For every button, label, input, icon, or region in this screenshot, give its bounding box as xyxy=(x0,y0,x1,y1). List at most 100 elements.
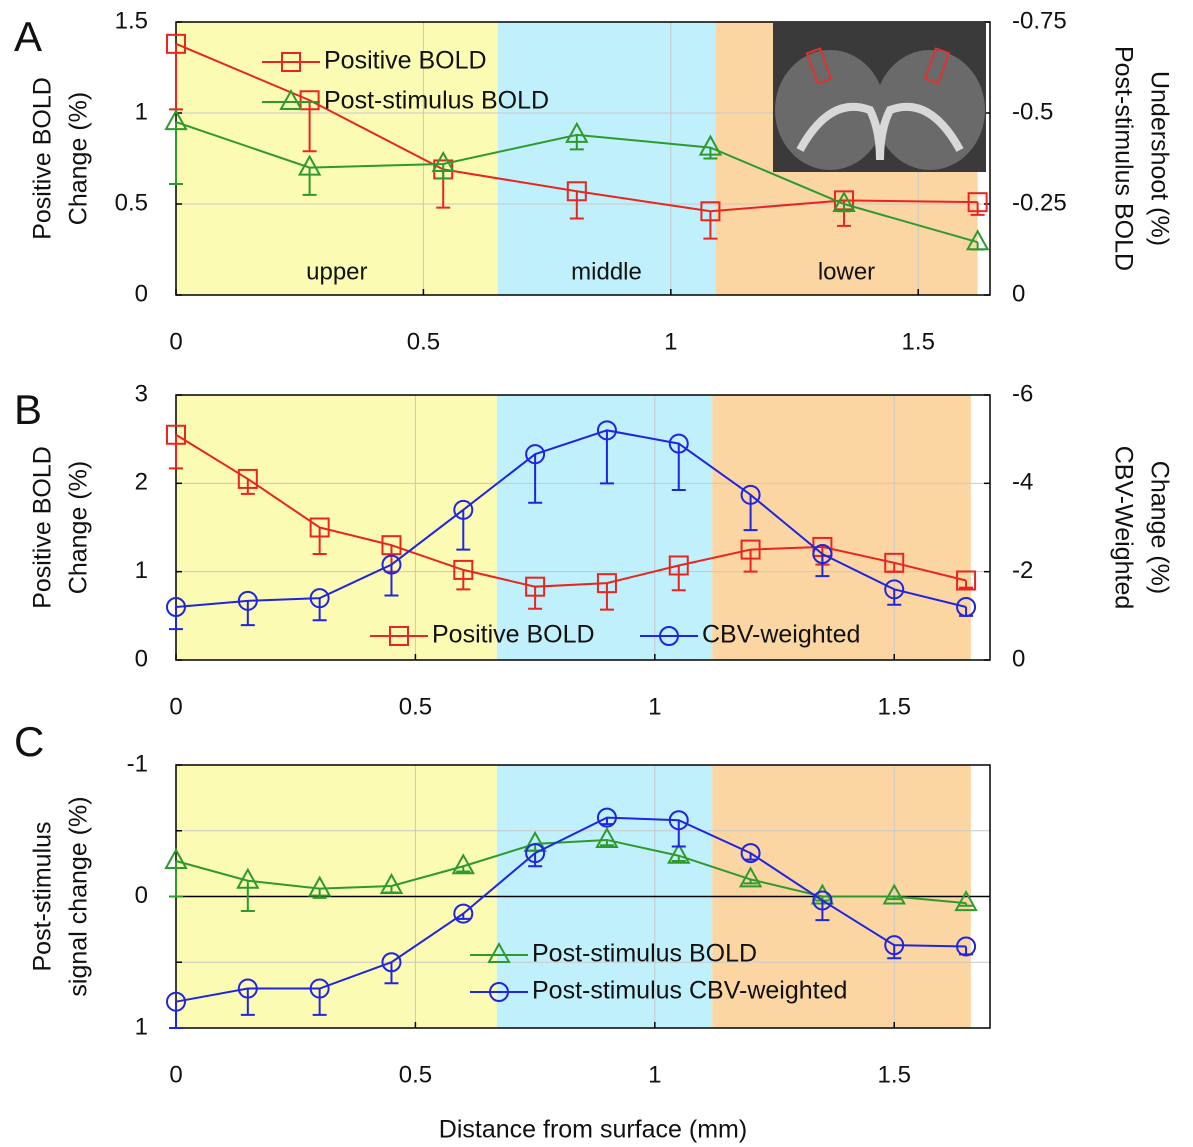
y2-tick-label: 0 xyxy=(1012,645,1025,672)
y2-axis-label: Change (%) xyxy=(1145,461,1173,594)
marker xyxy=(164,847,188,869)
error-bar xyxy=(599,839,614,847)
marker xyxy=(236,867,260,889)
legend-label: CBV-weighted xyxy=(702,621,860,649)
error-bar xyxy=(384,962,399,985)
region-label: lower xyxy=(818,258,875,285)
legend-label: Positive BOLD xyxy=(324,47,487,75)
error-bar xyxy=(169,122,183,185)
error-bar xyxy=(169,1001,183,1029)
x-tick-label: 0 xyxy=(169,1061,182,1088)
marker xyxy=(489,982,509,1002)
error-bar xyxy=(528,586,543,610)
marker xyxy=(453,499,474,520)
marker xyxy=(297,154,322,176)
marker xyxy=(281,52,301,72)
marker xyxy=(565,121,589,143)
y-tick-label: 0 xyxy=(135,882,148,909)
y2-tick-label: -0.25 xyxy=(1012,189,1067,216)
marker xyxy=(237,978,258,999)
y2-tick-label: -0.5 xyxy=(1012,98,1053,125)
marker xyxy=(596,807,617,828)
error-bar xyxy=(312,527,327,555)
inset-roi xyxy=(805,47,833,85)
marker xyxy=(166,424,186,445)
marker xyxy=(700,201,721,222)
y-tick-label: -1 xyxy=(127,750,148,777)
marker xyxy=(299,90,320,111)
y2-tick-label: 0 xyxy=(1012,280,1025,307)
error-bar xyxy=(528,853,543,868)
marker xyxy=(596,420,617,441)
error-bar xyxy=(169,434,183,470)
error-bar xyxy=(959,580,974,589)
marker xyxy=(525,444,546,465)
y2-axis-label: Undershoot (%) xyxy=(1145,71,1173,246)
error-bar xyxy=(887,945,902,960)
error-bar xyxy=(456,866,471,873)
marker xyxy=(309,978,330,999)
error-bar xyxy=(703,147,718,160)
x-tick-label: 0 xyxy=(169,328,182,355)
marker xyxy=(882,883,906,905)
series-line xyxy=(175,429,967,608)
region-label: middle xyxy=(571,258,642,285)
error-bar xyxy=(887,589,902,606)
marker xyxy=(967,192,988,213)
y-axis-label: Positive BOLD xyxy=(29,446,57,609)
error-bar xyxy=(671,443,686,491)
y-axis-label: Change (%) xyxy=(65,92,93,225)
error-bar xyxy=(169,860,183,898)
marker xyxy=(884,935,905,956)
series-line xyxy=(175,838,967,905)
mri-inset xyxy=(773,22,986,172)
x-tick-label: 1 xyxy=(648,693,661,720)
x-tick-label: 0 xyxy=(169,693,182,720)
marker xyxy=(956,597,977,617)
marker xyxy=(668,433,689,454)
region xyxy=(497,22,716,295)
y-tick-label: 1 xyxy=(135,1013,148,1040)
x-tick-label: 1 xyxy=(648,1061,661,1088)
error-bar xyxy=(240,988,255,1016)
marker xyxy=(595,826,619,848)
error-bar xyxy=(302,167,317,196)
marker xyxy=(956,936,977,957)
legend-label: Post-stimulus BOLD xyxy=(324,87,549,115)
error-bar xyxy=(456,509,471,551)
marker xyxy=(379,872,404,894)
error-bar xyxy=(887,896,902,901)
panels: upper middle lower 0 0.5 1 1.5 0 0.5 1 1.5 0 -0.25 -0… xyxy=(14,7,1173,1143)
marker xyxy=(659,626,679,646)
marker xyxy=(812,890,833,911)
y2-tick-label: -4 xyxy=(1012,469,1033,496)
region-label: upper xyxy=(306,258,367,285)
error-bar xyxy=(743,549,758,573)
error-bar xyxy=(240,478,255,495)
legend-label: Positive BOLD xyxy=(432,621,595,649)
y-tick-label: 0 xyxy=(135,280,148,307)
y-axis-label: signal change (%) xyxy=(65,796,93,996)
error-bar xyxy=(970,202,985,216)
error-bar xyxy=(169,607,183,631)
y-tick-label: 1 xyxy=(135,98,148,125)
y-tick-label: 1 xyxy=(135,557,148,584)
x-tick-label: 1.5 xyxy=(878,693,911,720)
error-bar xyxy=(959,903,974,907)
marker xyxy=(668,555,689,576)
panel-letter: C xyxy=(14,718,44,765)
marker xyxy=(166,597,186,617)
error-bar xyxy=(703,211,718,240)
y2-axis-label: CBV-Weighted xyxy=(1109,446,1137,610)
marker xyxy=(381,535,402,556)
y2-tick-label: -0.75 xyxy=(1012,7,1067,34)
marker xyxy=(389,626,409,646)
error-bar xyxy=(599,583,614,611)
marker xyxy=(523,830,547,852)
marker xyxy=(309,588,330,609)
marker xyxy=(832,190,856,212)
marker xyxy=(740,539,761,560)
error-bar xyxy=(671,565,686,592)
marker xyxy=(698,134,723,156)
